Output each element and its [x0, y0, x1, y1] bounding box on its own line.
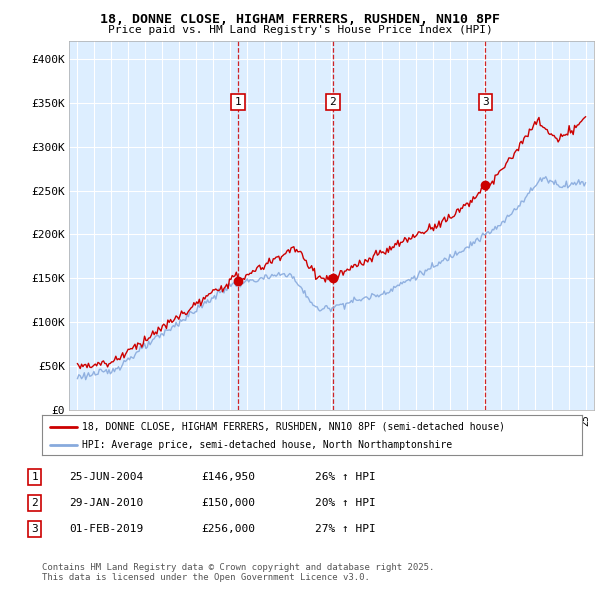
Text: 18, DONNE CLOSE, HIGHAM FERRERS, RUSHDEN, NN10 8PF: 18, DONNE CLOSE, HIGHAM FERRERS, RUSHDEN…: [100, 13, 500, 26]
Text: 3: 3: [482, 97, 488, 107]
Text: £146,950: £146,950: [201, 472, 255, 481]
Text: 26% ↑ HPI: 26% ↑ HPI: [315, 472, 376, 481]
Text: 29-JAN-2010: 29-JAN-2010: [69, 498, 143, 507]
Text: 2: 2: [329, 97, 336, 107]
Text: 1: 1: [235, 97, 241, 107]
Text: 20% ↑ HPI: 20% ↑ HPI: [315, 498, 376, 507]
Text: 27% ↑ HPI: 27% ↑ HPI: [315, 524, 376, 533]
Text: Contains HM Land Registry data © Crown copyright and database right 2025.
This d: Contains HM Land Registry data © Crown c…: [42, 563, 434, 582]
Text: 3: 3: [31, 524, 38, 533]
Text: 01-FEB-2019: 01-FEB-2019: [69, 524, 143, 533]
Text: 25-JUN-2004: 25-JUN-2004: [69, 472, 143, 481]
Text: £256,000: £256,000: [201, 524, 255, 533]
Text: 18, DONNE CLOSE, HIGHAM FERRERS, RUSHDEN, NN10 8PF (semi-detached house): 18, DONNE CLOSE, HIGHAM FERRERS, RUSHDEN…: [83, 422, 505, 432]
Text: Price paid vs. HM Land Registry's House Price Index (HPI): Price paid vs. HM Land Registry's House …: [107, 25, 493, 35]
Text: £150,000: £150,000: [201, 498, 255, 507]
Text: 1: 1: [31, 472, 38, 481]
Text: 2: 2: [31, 498, 38, 507]
Text: HPI: Average price, semi-detached house, North Northamptonshire: HPI: Average price, semi-detached house,…: [83, 441, 452, 450]
